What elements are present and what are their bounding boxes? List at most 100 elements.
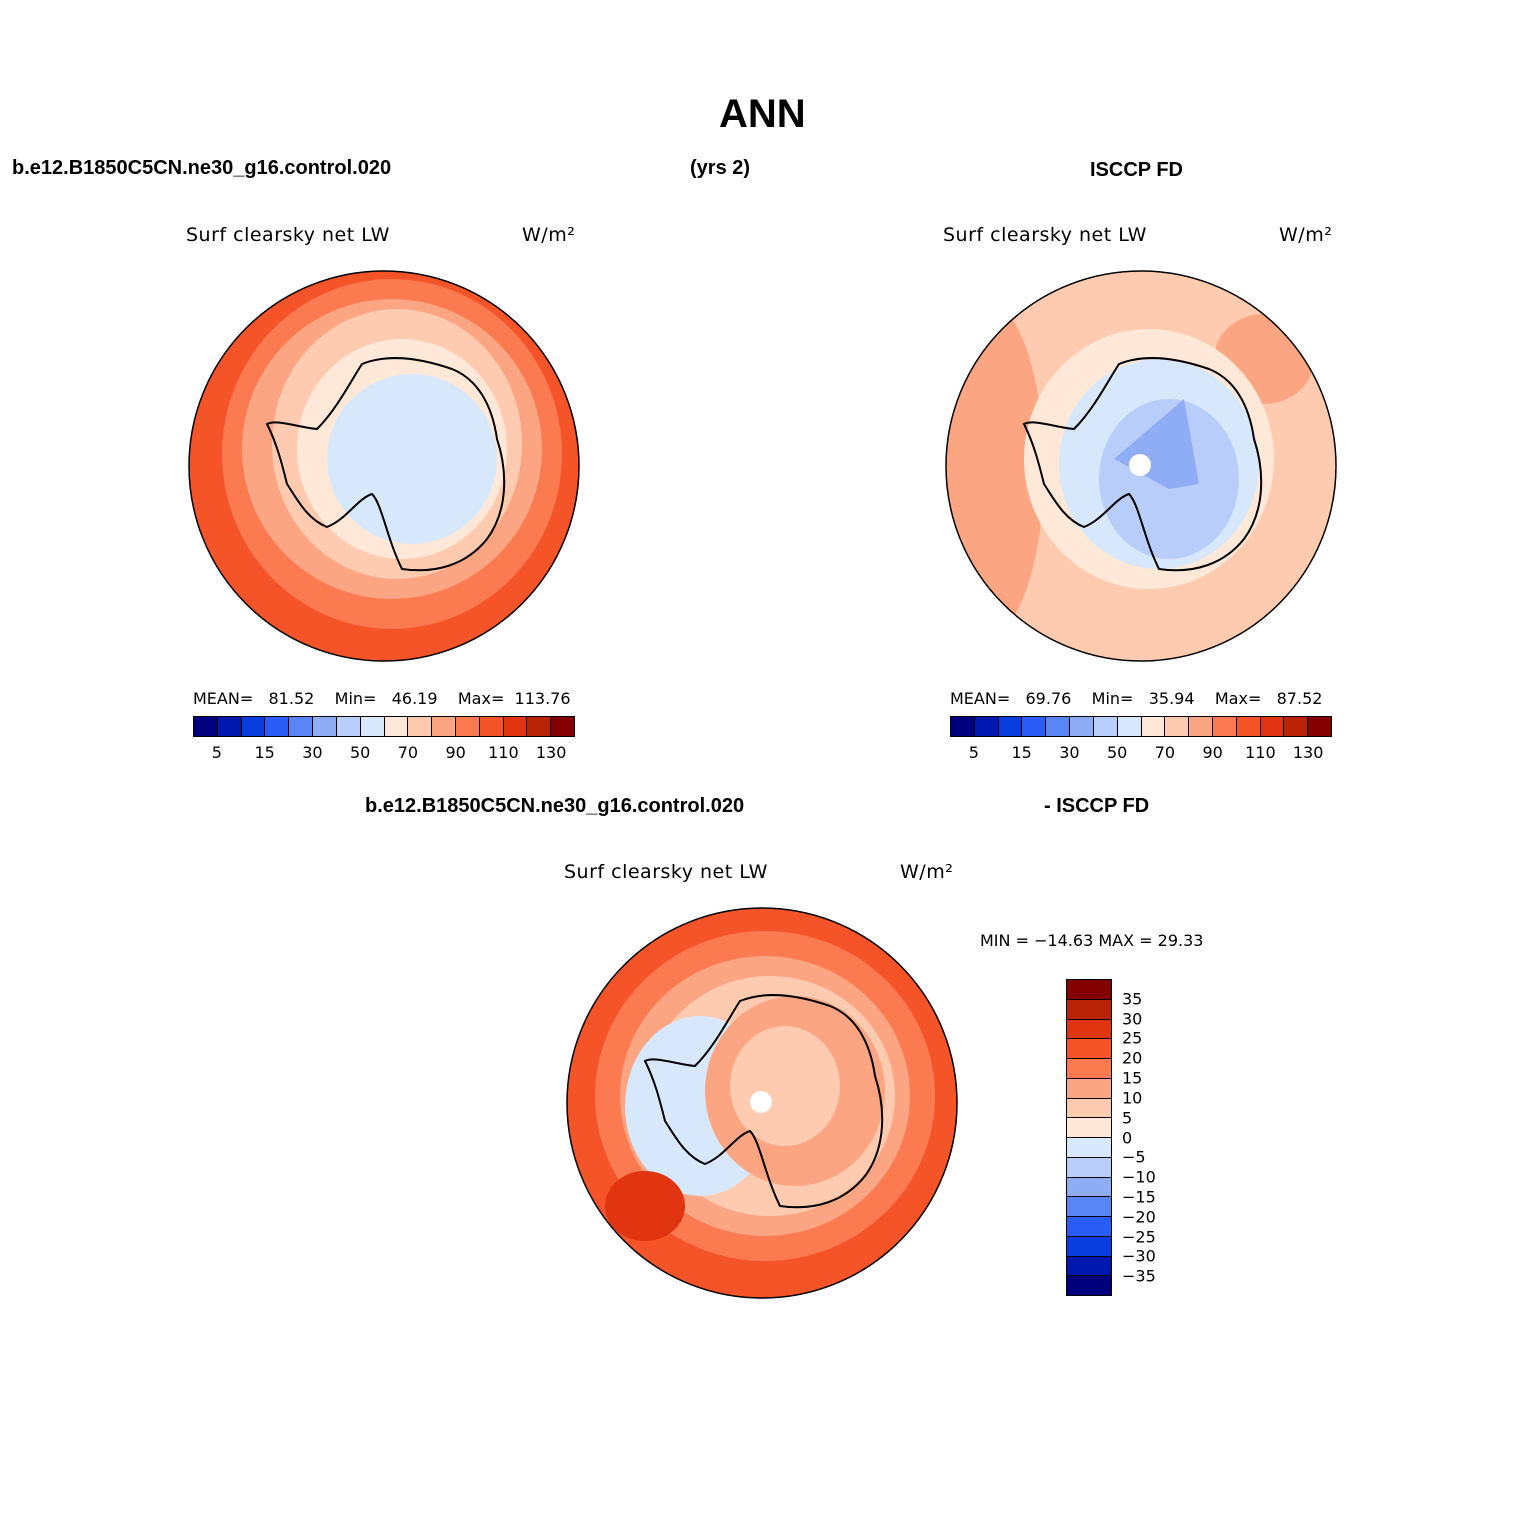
colorbar-tick-label: −30 — [1122, 1246, 1156, 1266]
model-stats: MEAN= 81.52 Min= 46.19 Max= 113.76 — [193, 689, 571, 708]
colorbar-tick-label: 25 — [1122, 1028, 1143, 1048]
antarctica-coastline — [1022, 356, 1263, 572]
colorbar-swatch — [265, 717, 290, 736]
colorbar-tick-label: 110 — [1245, 743, 1276, 762]
model-min-value: 46.19 — [391, 689, 438, 708]
model-colorbar — [193, 716, 575, 737]
colorbar-swatch — [951, 717, 975, 736]
colorbar-tick-label: 50 — [1106, 743, 1128, 762]
colorbar-tick-label: 35 — [1122, 989, 1143, 1009]
colorbar-swatch — [1165, 717, 1190, 736]
model-max-label: Max= — [457, 689, 505, 708]
colorbar-tick-label: 20 — [1122, 1048, 1143, 1068]
colorbar-swatch — [503, 717, 528, 736]
pole-hole — [1129, 454, 1151, 476]
colorbar-tick-label: −5 — [1122, 1147, 1146, 1167]
obs-max-label: Max= — [1214, 689, 1262, 708]
colorbar-swatch — [289, 717, 314, 736]
colorbar-tick-label: −35 — [1122, 1266, 1156, 1286]
colorbar-tick-label: 10 — [1122, 1088, 1143, 1108]
diff-minmax: MIN = −14.63 MAX = 29.33 — [980, 931, 1204, 950]
colorbar-tick-label: −10 — [1122, 1167, 1156, 1187]
colorbar-tick-label: 70 — [397, 743, 419, 762]
diff-colorbar — [1066, 979, 1112, 1296]
colorbar-swatch — [479, 717, 504, 736]
colorbar-tick-label: −20 — [1122, 1207, 1156, 1227]
model-min-label: Min= — [334, 689, 377, 708]
colorbar-tick-label: 15 — [1011, 743, 1032, 762]
obs-stats: MEAN= 69.76 Min= 35.94 Max= 87.52 — [950, 689, 1322, 708]
model-mean-label: MEAN= — [193, 689, 254, 708]
colorbar-tick-label: 5 — [211, 743, 222, 762]
colorbar-swatch — [408, 717, 433, 736]
obs-min-value: 35.94 — [1148, 689, 1195, 708]
colorbar-swatch — [241, 717, 266, 736]
colorbar-swatch — [1067, 1197, 1111, 1217]
colorbar-swatch — [1022, 717, 1047, 736]
colorbar-swatch — [1046, 717, 1071, 736]
model-polar-map — [188, 270, 580, 662]
colorbar-tick-label: 70 — [1154, 743, 1176, 762]
colorbar-swatch — [336, 717, 361, 736]
colorbar-swatch — [1236, 717, 1261, 736]
colorbar-swatch — [1070, 717, 1094, 736]
colorbar-swatch — [1067, 1217, 1111, 1237]
colorbar-swatch — [455, 717, 480, 736]
colorbar-swatch — [1067, 1039, 1111, 1059]
diff-model-case-label: b.e12.B1850C5CN.ne30_g16.control.020 — [365, 795, 745, 817]
obs-mean-label: MEAN= — [950, 689, 1011, 708]
years-label: (yrs 2) — [690, 157, 751, 179]
colorbar-swatch — [432, 717, 456, 736]
model-panel-units: W/m² — [522, 224, 576, 246]
colorbar-swatch — [1093, 717, 1118, 736]
colorbar-swatch — [1067, 1098, 1111, 1119]
colorbar-tick-label: 15 — [254, 743, 275, 762]
colorbar-swatch — [384, 717, 409, 736]
colorbar-swatch — [313, 717, 337, 736]
colorbar-swatch — [1260, 717, 1285, 736]
colorbar-swatch — [1284, 717, 1309, 736]
colorbar-swatch — [1067, 1078, 1111, 1099]
colorbar-tick-label: 0 — [1122, 1128, 1133, 1147]
colorbar-tick-label: 130 — [535, 743, 567, 762]
map-fill-interior-pale — [730, 1026, 840, 1146]
colorbar-swatch — [1067, 1177, 1111, 1198]
colorbar-swatch — [1067, 999, 1111, 1020]
colorbar-swatch — [1067, 1118, 1111, 1138]
colorbar-tick-label: 30 — [1059, 743, 1080, 762]
diff-panel-units: W/m² — [900, 861, 954, 883]
colorbar-tick-label: 130 — [1292, 743, 1324, 762]
colorbar-swatch — [217, 717, 242, 736]
colorbar-swatch — [1067, 1236, 1111, 1257]
colorbar-tick-label: 90 — [445, 743, 466, 762]
map-fill-sw-patch — [605, 1171, 685, 1241]
model-max-value: 113.76 — [514, 689, 571, 708]
colorbar-swatch — [551, 717, 574, 736]
colorbar-swatch — [1308, 717, 1331, 736]
colorbar-tick-label: 15 — [1122, 1068, 1143, 1088]
diff-polar-map — [566, 907, 958, 1299]
colorbar-swatch — [1067, 1276, 1111, 1295]
colorbar-tick-label: 50 — [349, 743, 371, 762]
obs-max-value: 87.52 — [1276, 689, 1323, 708]
colorbar-tick-label: 30 — [302, 743, 323, 762]
obs-label: ISCCP FD — [1090, 159, 1183, 181]
obs-polar-map — [945, 270, 1337, 662]
model-panel-variable: Surf clearsky net LW — [186, 224, 390, 246]
colorbar-swatch — [1141, 717, 1166, 736]
colorbar-swatch — [1212, 717, 1237, 736]
colorbar-swatch — [1067, 1256, 1111, 1277]
figure-title: ANN — [719, 92, 806, 136]
colorbar-tick-label: 5 — [968, 743, 979, 762]
diff-obs-label: - ISCCP FD — [1044, 795, 1150, 817]
colorbar-tick-label: 110 — [488, 743, 519, 762]
obs-colorbar — [950, 716, 1332, 737]
diff-panel-variable: Surf clearsky net LW — [564, 861, 768, 883]
colorbar-tick-label: −15 — [1122, 1187, 1156, 1207]
colorbar-swatch — [1067, 980, 1111, 1000]
map-fill-interior — [327, 374, 497, 544]
colorbar-swatch — [1067, 1157, 1111, 1178]
colorbar-tick-label: 90 — [1202, 743, 1223, 762]
model-case-label: b.e12.B1850C5CN.ne30_g16.control.020 — [12, 157, 392, 179]
colorbar-swatch — [527, 717, 552, 736]
